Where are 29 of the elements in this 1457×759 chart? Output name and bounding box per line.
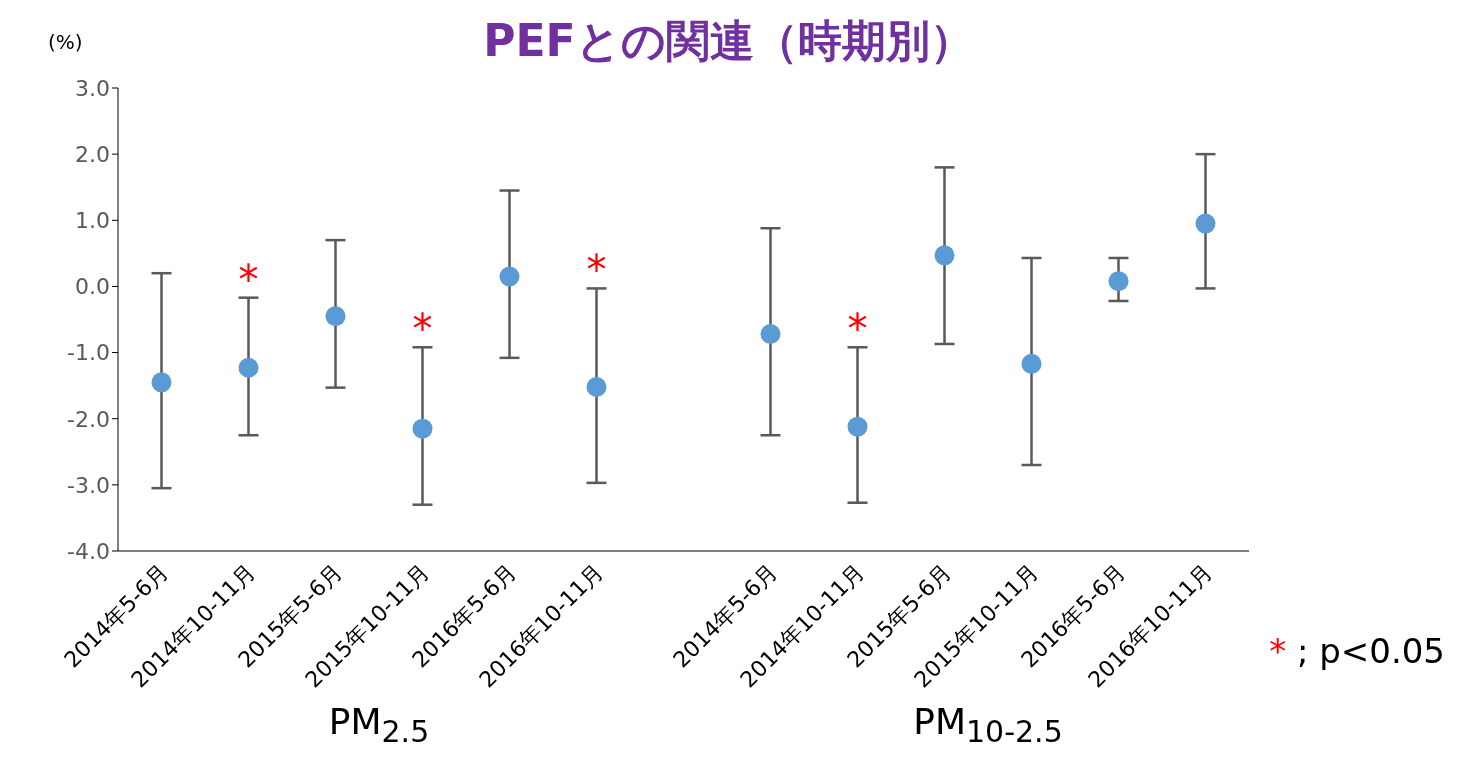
point — [1021, 353, 1042, 374]
point — [1108, 271, 1129, 292]
point — [1195, 213, 1216, 234]
y-tick-label: 3.0 — [75, 75, 110, 101]
y-axis-title: (%) — [48, 30, 83, 54]
data-label: * — [846, 306, 869, 353]
chart-title: PEFとの関連（時期別） — [483, 15, 974, 66]
point — [325, 306, 346, 327]
point — [586, 376, 607, 397]
y-tick-label: 2.0 — [75, 141, 110, 167]
y-tick-label: -3.0 — [67, 472, 110, 498]
point — [847, 416, 868, 437]
point — [760, 324, 781, 345]
data-label: * — [411, 306, 434, 353]
text: * ; p<0.05 — [1269, 631, 1445, 671]
point — [499, 266, 520, 287]
point — [238, 357, 259, 378]
text: PM$_{2.5}$ — [327, 701, 431, 750]
point — [151, 372, 172, 393]
data-label: * — [585, 247, 608, 294]
y-tick-label: 0.0 — [75, 274, 110, 300]
point — [412, 418, 433, 439]
y-tick-label: 1.0 — [75, 208, 110, 234]
y-tick-label: -4.0 — [67, 538, 110, 564]
data-label: * — [237, 256, 260, 303]
y-tick-label: -2.0 — [67, 406, 110, 432]
y-tick-label: -1.0 — [67, 340, 110, 366]
text: PM$_{10-2.5}$ — [912, 701, 1064, 750]
point — [934, 245, 955, 266]
